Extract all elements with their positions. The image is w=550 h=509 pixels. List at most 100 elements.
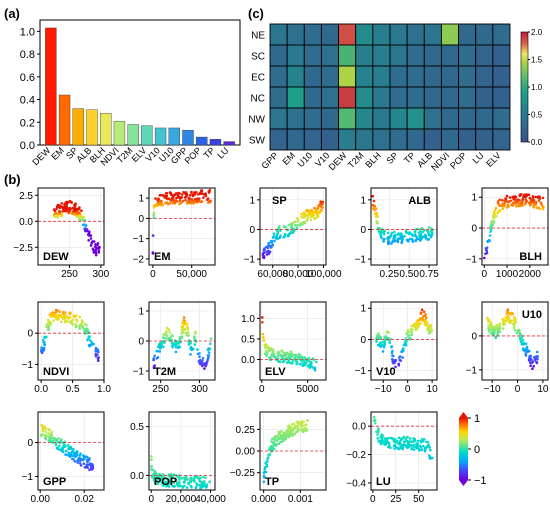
heatmap-cell xyxy=(475,44,494,67)
data-point xyxy=(428,457,432,460)
data-point xyxy=(80,209,83,212)
data-point xyxy=(207,351,211,354)
data-point xyxy=(529,357,533,361)
data-point xyxy=(280,355,284,358)
x-tick-label: 250 xyxy=(152,384,169,395)
heatmap-cell xyxy=(389,65,408,88)
data-point xyxy=(197,478,201,481)
data-point xyxy=(416,446,420,449)
data-point xyxy=(485,248,488,252)
data-point xyxy=(415,227,419,231)
data-point xyxy=(391,359,395,362)
data-point xyxy=(168,482,172,485)
data-point xyxy=(262,338,266,342)
data-point xyxy=(288,431,292,435)
heatmap-cell xyxy=(458,128,477,151)
data-point xyxy=(152,211,156,214)
data-point xyxy=(283,225,287,229)
data-point xyxy=(394,358,398,362)
data-point xyxy=(61,450,64,453)
data-point xyxy=(387,239,390,243)
data-point xyxy=(186,202,189,205)
heatmap-cell xyxy=(389,86,408,109)
data-point xyxy=(164,192,168,195)
data-point xyxy=(198,358,202,362)
data-point xyxy=(154,197,157,200)
data-point xyxy=(489,324,493,328)
heatmap-cell xyxy=(475,86,494,109)
data-point xyxy=(493,209,497,212)
data-point xyxy=(313,366,317,370)
data-point xyxy=(532,205,536,208)
data-point xyxy=(299,423,303,427)
data-point xyxy=(175,481,179,484)
data-point xyxy=(412,440,416,443)
feature-label: ALB xyxy=(408,195,431,207)
data-point xyxy=(188,200,191,203)
data-point xyxy=(372,207,375,211)
data-point xyxy=(58,448,61,452)
data-point xyxy=(277,225,281,228)
data-point xyxy=(514,328,517,332)
data-point xyxy=(427,328,430,331)
data-point xyxy=(503,202,506,205)
data-point xyxy=(151,234,155,237)
data-point xyxy=(265,460,269,463)
column-label: SP xyxy=(384,150,400,166)
y-tick-label: 1.0 xyxy=(241,314,255,325)
data-point xyxy=(152,206,156,209)
plot-frame xyxy=(481,301,549,381)
data-point xyxy=(180,201,183,205)
x-tick-label: 250 xyxy=(61,269,78,280)
data-point xyxy=(90,468,94,471)
data-point xyxy=(398,355,402,358)
data-point xyxy=(425,445,429,449)
heatmap-cell xyxy=(372,44,391,67)
data-point xyxy=(152,365,156,368)
dependence-plot-t2m: 250 300 1 0 −1 T2M xyxy=(133,301,216,395)
data-point xyxy=(79,464,83,467)
data-point xyxy=(398,234,402,237)
data-point xyxy=(275,234,278,237)
heatmap-cell xyxy=(303,128,322,151)
data-point xyxy=(421,437,424,441)
data-point xyxy=(194,331,197,335)
data-point xyxy=(393,440,397,444)
data-point xyxy=(384,437,388,440)
data-point xyxy=(404,231,408,234)
data-point xyxy=(84,229,87,233)
data-point xyxy=(261,255,265,259)
data-point xyxy=(266,245,270,248)
data-point xyxy=(498,330,502,334)
data-point xyxy=(427,226,431,229)
data-point xyxy=(70,451,74,454)
data-point xyxy=(513,317,517,320)
data-point xyxy=(302,420,305,424)
data-point xyxy=(172,198,175,201)
data-point xyxy=(265,250,269,253)
data-point xyxy=(177,342,181,345)
data-point xyxy=(375,219,378,223)
data-point xyxy=(154,471,157,475)
data-point xyxy=(181,325,185,329)
data-point xyxy=(383,338,387,341)
y-tick-label: 0.00 xyxy=(236,447,256,458)
data-point xyxy=(70,212,74,216)
row-label: NC xyxy=(251,94,265,105)
x-tick-label: 5000 xyxy=(297,384,320,395)
data-point xyxy=(416,443,420,446)
heatmap-colorbar xyxy=(520,31,529,143)
data-point xyxy=(162,194,166,197)
data-point xyxy=(73,203,77,207)
column-label: T2M xyxy=(346,150,366,170)
data-point xyxy=(39,433,43,437)
heatmap-cell xyxy=(286,65,305,88)
data-point xyxy=(294,353,298,357)
data-point xyxy=(77,214,81,218)
feature-label: SP xyxy=(272,195,287,207)
data-point xyxy=(422,310,426,314)
heatmap-cell xyxy=(320,128,340,151)
data-point xyxy=(181,199,185,203)
data-point xyxy=(198,355,201,359)
data-point xyxy=(60,214,63,217)
